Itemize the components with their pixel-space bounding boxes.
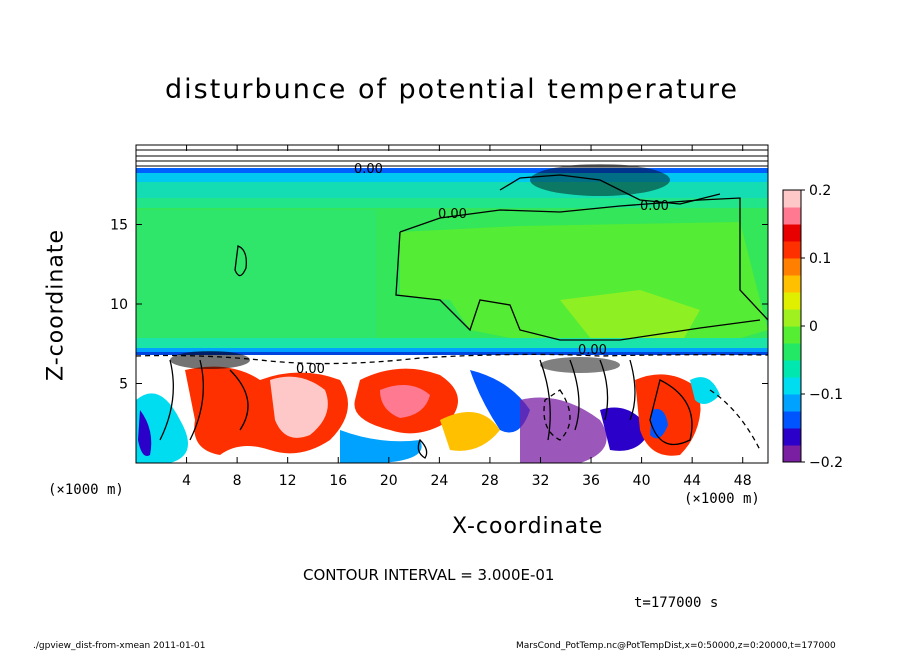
- contour-label: 0.00: [354, 162, 383, 177]
- upper-blue-band: [136, 173, 768, 182]
- warm-core-2: [380, 385, 430, 418]
- colorbar-segment: [783, 445, 801, 463]
- left-teal-patch: [136, 210, 376, 340]
- colorbar-tick-label: −0.2: [809, 455, 843, 471]
- colorbar-segment: [783, 258, 801, 276]
- cold-plume-2: [340, 430, 422, 463]
- upper-dark-band: [136, 168, 768, 173]
- contour-label: 0.00: [578, 343, 607, 358]
- x-tick-label: 20: [380, 473, 398, 489]
- colorbar-segment: [783, 207, 801, 225]
- interface-blue: [136, 348, 768, 352]
- positive-patch-2: [560, 290, 700, 350]
- colorbar-segment: [783, 224, 801, 242]
- x-tick-label: 28: [481, 473, 499, 489]
- colorbar-segment: [783, 309, 801, 327]
- colorbar: [783, 190, 801, 463]
- contour-label: 0.00: [438, 207, 467, 222]
- upper-teal-band: [136, 198, 768, 208]
- colorbar-segment: [783, 343, 801, 361]
- contour-label: 0.00: [296, 362, 325, 377]
- colorbar-tick-label: −0.1: [809, 387, 843, 403]
- colorbar-tick-label: 0: [809, 319, 818, 335]
- x-tick-label: 24: [430, 473, 448, 489]
- colorbar-segment: [783, 275, 801, 293]
- x-tick-label: 48: [734, 473, 752, 489]
- heatmap-field: 0.00 0.00 0.00 0.00 0.00: [136, 145, 768, 463]
- top-noise-contours: [136, 149, 768, 167]
- time-label: t=177000 s: [634, 595, 719, 611]
- colorbar-segment: [783, 292, 801, 310]
- colorbar-segment: [783, 377, 801, 395]
- x-axis-label: X-coordinate: [452, 514, 604, 539]
- x-tick-label: 4: [182, 473, 191, 489]
- colorbar-segment: [783, 394, 801, 412]
- colorbar-tick-label: 0.2: [809, 183, 831, 199]
- x-axis: 4 8 12 16 20 24 28 32 36 40 44 48: [182, 145, 752, 489]
- y-tick-label: 5: [119, 377, 128, 393]
- warm-core-1: [270, 376, 328, 438]
- colorbar-segment: [783, 411, 801, 429]
- colorbar-ticks: 0.2 0.1 0 −0.1 −0.2: [801, 183, 843, 471]
- footer-data-source: MarsCond_PotTemp.nc@PotTempDist,x=0:5000…: [516, 641, 836, 651]
- colorbar-segment: [783, 326, 801, 344]
- chart-title: disturbunce of potential temperature: [165, 74, 739, 105]
- x-tick-label: 44: [683, 473, 701, 489]
- cool-blob-right: [690, 377, 720, 404]
- y-tick-label: 10: [110, 297, 128, 313]
- cold-plume-1: [470, 370, 530, 433]
- x-unit-label-right: (×1000 m): [684, 491, 760, 507]
- y-tick-label: 15: [110, 218, 128, 234]
- x-tick-label: 36: [582, 473, 600, 489]
- colorbar-segment: [783, 428, 801, 446]
- y-axis-label: Z-coordinate: [43, 229, 69, 381]
- interface-dark: [136, 352, 768, 355]
- y-axis: 5 10 15: [110, 218, 768, 393]
- contour-label: 0.00: [640, 199, 669, 214]
- x-unit-label-left: (×1000 m): [48, 482, 124, 498]
- x-tick-label: 8: [233, 473, 242, 489]
- x-tick-label: 40: [633, 473, 651, 489]
- dense-contour-clusters: [170, 164, 670, 373]
- colorbar-segment: [783, 360, 801, 378]
- colorbar-tick-label: 0.1: [809, 251, 831, 267]
- cold-plume-3: [520, 397, 607, 463]
- x-tick-label: 16: [329, 473, 347, 489]
- x-tick-label: 32: [532, 473, 550, 489]
- colorbar-segment: [783, 190, 801, 208]
- interface-teal: [136, 338, 768, 348]
- footer-script-name: ./gpview_dist-from-xmean 2011-01-01: [33, 641, 206, 651]
- colorbar-segment: [783, 241, 801, 259]
- upper-cyan-band: [136, 182, 768, 198]
- lower-dark-blob: [138, 410, 152, 456]
- contour-interval-text: CONTOUR INTERVAL = 3.000E-01: [303, 566, 555, 584]
- cold-plume-4: [600, 407, 650, 451]
- quiet-region: [700, 386, 768, 463]
- contour-label-group: 0.00 0.00 0.00 0.00 0.00: [296, 162, 669, 377]
- warm-plume-3: [440, 412, 500, 451]
- x-tick-label: 12: [279, 473, 297, 489]
